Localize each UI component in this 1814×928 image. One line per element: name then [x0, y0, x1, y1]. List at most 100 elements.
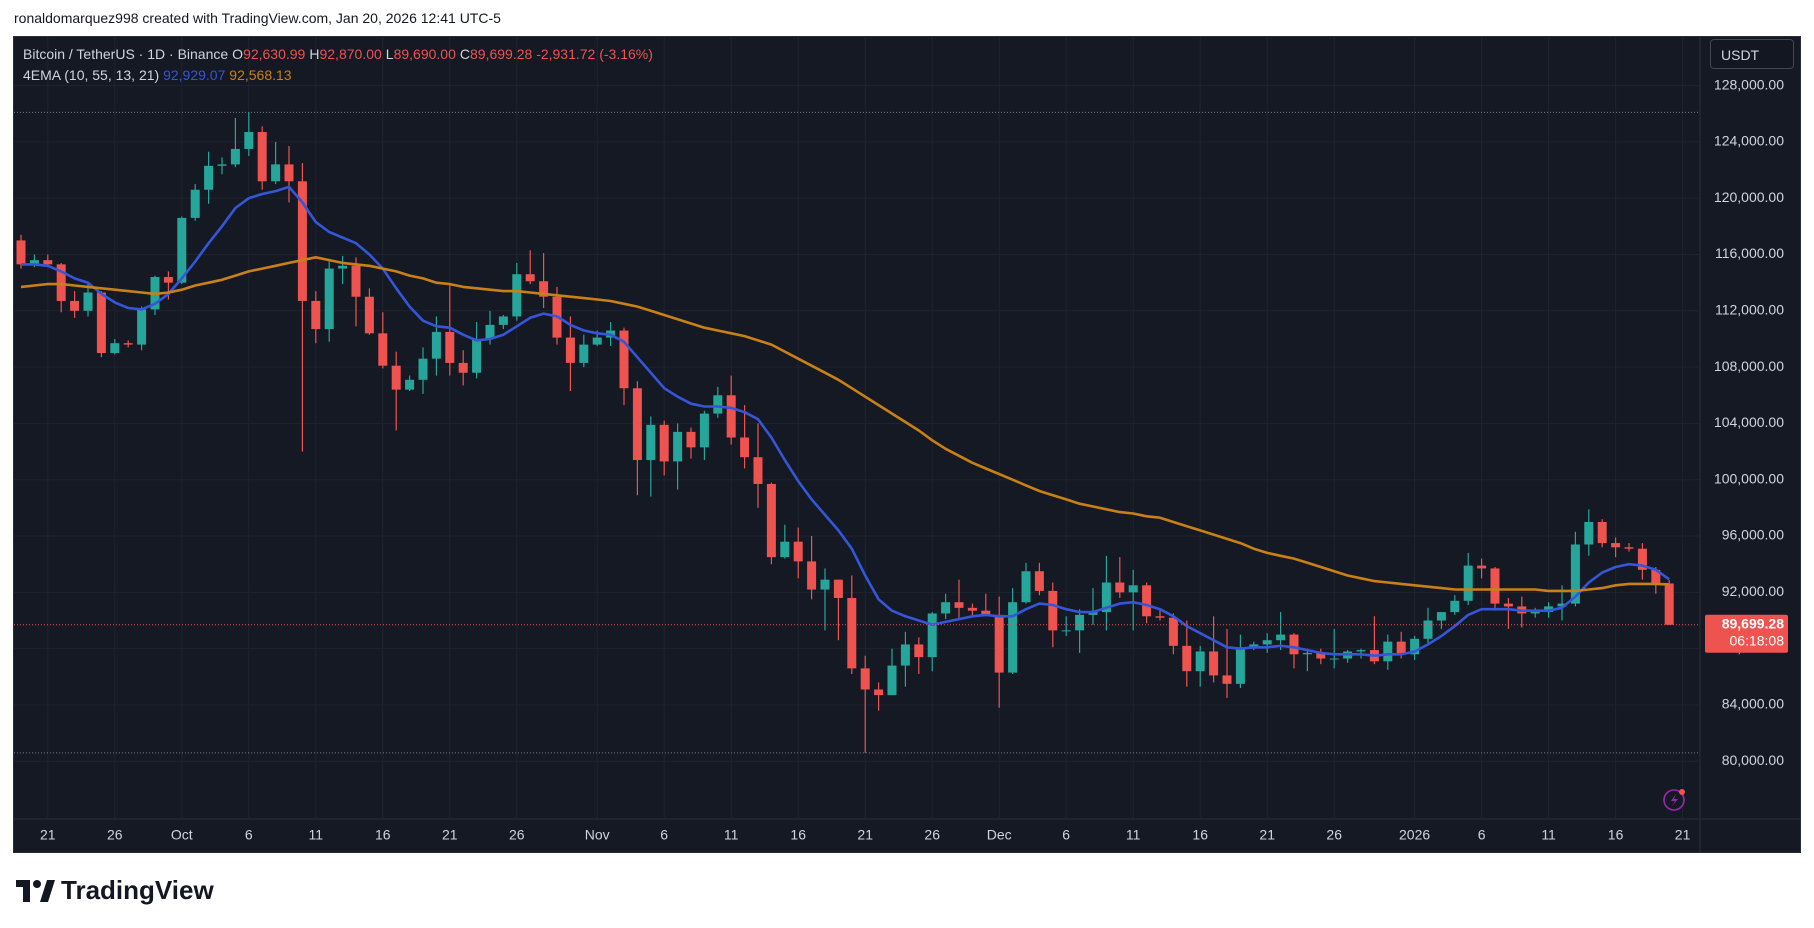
candle-body	[1316, 652, 1326, 659]
candle-body	[726, 395, 736, 438]
legend: Bitcoin / TetherUS · 1D · Binance O92,630…	[23, 44, 653, 86]
candle-body	[43, 260, 53, 265]
candle-body	[1128, 585, 1138, 593]
ema-line	[20, 256, 1670, 593]
candle-body	[418, 358, 428, 380]
ema-line	[21, 185, 1670, 657]
candle-body	[1463, 565, 1473, 601]
y-tick-label: 112,000.00	[1715, 302, 1784, 318]
candle-body	[1302, 652, 1312, 655]
x-tick-label: 26	[924, 827, 940, 843]
candle-body	[887, 665, 897, 696]
candle-body	[512, 274, 522, 317]
candle-body	[1557, 603, 1567, 607]
icon-bolt	[1671, 794, 1678, 806]
x-tick-label: 21	[857, 827, 873, 843]
symbol: Bitcoin / TetherUS · 1D · Binance	[23, 46, 229, 62]
candle-body	[190, 189, 200, 218]
candle-body	[1624, 547, 1634, 549]
candle-body	[1450, 600, 1460, 613]
x-tick-label: Oct	[171, 827, 193, 843]
candle-body	[257, 132, 267, 182]
candle-body	[83, 292, 93, 311]
x-tick-label: 6	[660, 827, 668, 843]
countdown: 06:18:08	[1730, 632, 1785, 648]
indicator-value: 92,929.07	[163, 67, 226, 83]
candle-body	[699, 413, 709, 448]
candle-body	[1356, 650, 1366, 652]
candle-body	[177, 217, 187, 283]
candle-body	[860, 668, 870, 690]
candle-body	[70, 300, 80, 311]
candle-body	[271, 164, 281, 182]
candle-body	[431, 331, 441, 359]
candle-body	[1289, 634, 1299, 655]
logo-part	[33, 880, 41, 888]
candle-body	[1436, 612, 1446, 621]
candle-body	[29, 260, 39, 265]
candle-body	[1168, 617, 1178, 646]
alert-icon[interactable]	[1663, 789, 1685, 811]
candle-body	[1490, 568, 1500, 604]
indicator-row: 4EMA (10, 55, 13, 21) 92,929.07 92,568.1…	[23, 65, 653, 86]
icon-dot	[1679, 789, 1685, 795]
x-tick-label: 21	[1259, 827, 1275, 843]
candle-body	[391, 365, 401, 390]
candle-body	[619, 330, 629, 389]
x-tick-label: Dec	[987, 827, 1012, 843]
candle-body	[1048, 590, 1058, 631]
y-tick-label: 84,000.00	[1722, 696, 1784, 712]
candle-body	[592, 337, 602, 345]
y-tick-label: 92,000.00	[1722, 583, 1784, 599]
chart: 80,000.0084,000.0088,000.0092,000.0096,0…	[14, 37, 1800, 852]
currency-button[interactable]: USDT	[1710, 39, 1794, 69]
candle-body	[874, 689, 884, 696]
candle-body	[941, 602, 951, 614]
candle-body	[1570, 544, 1580, 604]
x-tick-label: 16	[1608, 827, 1624, 843]
x-tick-label: 11	[309, 827, 324, 843]
brand-name: TradingView	[61, 875, 214, 905]
y-tick-label: 120,000.00	[1714, 189, 1784, 205]
y-tick-label: 116,000.00	[1715, 245, 1784, 261]
x-tick-label: 11	[1541, 827, 1556, 843]
candle-body	[458, 362, 468, 373]
candle-body	[780, 541, 790, 558]
candle-body	[351, 265, 361, 297]
chart-frame: 80,000.0084,000.0088,000.0092,000.0096,0…	[13, 36, 1801, 853]
candle-body	[1383, 641, 1393, 662]
candle-body	[56, 264, 66, 301]
candle-body	[1142, 585, 1152, 617]
candle-body	[1329, 658, 1339, 660]
candle-body	[579, 344, 589, 363]
ohlc-key: L	[385, 46, 394, 62]
candle-body	[472, 338, 482, 373]
last-price-label: 89,699.28	[1722, 615, 1784, 631]
candle-body	[338, 265, 348, 269]
candle-body	[123, 343, 133, 345]
y-tick-label: 128,000.00	[1714, 76, 1784, 92]
indicator-name: 4EMA (10, 55, 13, 21)	[23, 67, 160, 83]
candle-body	[1544, 606, 1554, 613]
candle-body	[1101, 582, 1111, 613]
candle-body	[110, 343, 120, 354]
ohlc-value: 89,699.28	[470, 46, 533, 62]
x-tick-label: 16	[1192, 827, 1208, 843]
last-price-box	[1705, 614, 1788, 653]
change: -2,931.72 (-3.16%)	[536, 46, 653, 62]
candle-body	[1651, 569, 1661, 584]
candle-body	[364, 296, 374, 334]
candle-body	[740, 437, 750, 458]
y-tick-label: 100,000.00	[1714, 470, 1784, 486]
candle-body	[1637, 548, 1647, 570]
candle-body	[137, 309, 147, 345]
attribution: ronaldomarquez998 created with TradingVi…	[14, 10, 501, 26]
x-tick-label: 26	[107, 827, 123, 843]
candle-body	[793, 541, 803, 562]
x-tick-label: 21	[442, 827, 458, 843]
x-tick-label: 6	[1062, 827, 1070, 843]
ohlc-value: 92,870.00	[319, 46, 382, 62]
candle-body	[1584, 521, 1594, 545]
candle-body	[1115, 582, 1125, 593]
candle-body	[659, 424, 669, 462]
